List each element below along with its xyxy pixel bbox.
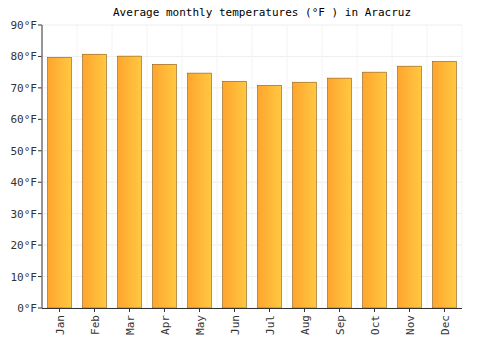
bar [293, 82, 317, 308]
bar [83, 54, 107, 308]
grid-line-vertical [357, 25, 358, 308]
chart-container: Average monthly temperatures (°F ) in Ar… [0, 0, 500, 350]
x-tick-label: May [194, 315, 207, 335]
x-tick [199, 308, 200, 312]
grid-line-vertical [182, 25, 183, 308]
x-tick [234, 308, 235, 312]
x-tick-label: Jul [264, 315, 277, 335]
y-tick-label: 10°F [11, 271, 38, 284]
x-axis [42, 308, 462, 309]
x-tick-label: Sep [334, 315, 347, 335]
x-tick [374, 308, 375, 312]
x-tick [409, 308, 410, 312]
bars [48, 54, 457, 308]
x-tick [164, 308, 165, 312]
grid-line-vertical [77, 25, 78, 308]
bar [363, 72, 387, 308]
y-tick-label: 40°F [11, 176, 38, 189]
grid-line-vertical [252, 25, 253, 308]
y-tick [38, 308, 42, 309]
bar [118, 56, 142, 308]
x-tick [339, 308, 340, 312]
y-tick-label: 60°F [11, 113, 38, 126]
bar [48, 57, 72, 308]
grid-line-vertical [322, 25, 323, 308]
bar [328, 78, 352, 308]
y-tick [38, 150, 42, 151]
grid-line-vertical [217, 25, 218, 308]
y-tick [38, 182, 42, 183]
y-tick-label: 50°F [11, 145, 38, 158]
y-axis [42, 25, 43, 308]
grid-line-vertical [147, 25, 148, 308]
grid-line-vertical [42, 25, 43, 308]
y-tick [38, 276, 42, 277]
bar [188, 73, 212, 308]
x-tick [304, 308, 305, 312]
x-tick-label: Nov [404, 315, 417, 335]
x-tick [444, 308, 445, 312]
y-tick-label: 30°F [11, 208, 38, 221]
bar [153, 64, 177, 308]
y-tick-label: 70°F [11, 82, 38, 95]
chart-svg: Average monthly temperatures (°F ) in Ar… [0, 0, 500, 350]
grid-line-vertical [427, 25, 428, 308]
bar [433, 61, 457, 308]
x-tick-label: Mar [124, 315, 137, 335]
y-tick [38, 87, 42, 88]
x-tick-label: Oct [369, 315, 382, 335]
x-tick-label: Dec [439, 315, 452, 335]
y-tick [38, 245, 42, 246]
x-tick-label: Apr [159, 315, 172, 335]
y-tick-label: 0°F [17, 302, 37, 315]
bar [258, 85, 282, 308]
y-tick-label: 20°F [11, 239, 38, 252]
y-tick-label: 80°F [11, 50, 38, 63]
bar [398, 66, 422, 308]
y-tick [38, 56, 42, 57]
x-tick [59, 308, 60, 312]
bar [223, 81, 247, 308]
chart-title: Average monthly temperatures (°F ) in Ar… [113, 6, 411, 19]
x-tick [94, 308, 95, 312]
grid-line-vertical [392, 25, 393, 308]
y-tick [38, 119, 42, 120]
x-tick-label: Aug [299, 315, 312, 335]
y-tick [38, 213, 42, 214]
x-tick-label: Feb [89, 315, 102, 335]
y-tick-label: 90°F [11, 19, 38, 32]
grid-line-vertical [462, 25, 463, 308]
x-tick-label: Jun [229, 315, 242, 335]
x-tick [129, 308, 130, 312]
grid-line-vertical [112, 25, 113, 308]
y-tick [38, 25, 42, 26]
x-tick [269, 308, 270, 312]
x-tick-label: Jan [54, 315, 67, 335]
grid-line-vertical [287, 25, 288, 308]
